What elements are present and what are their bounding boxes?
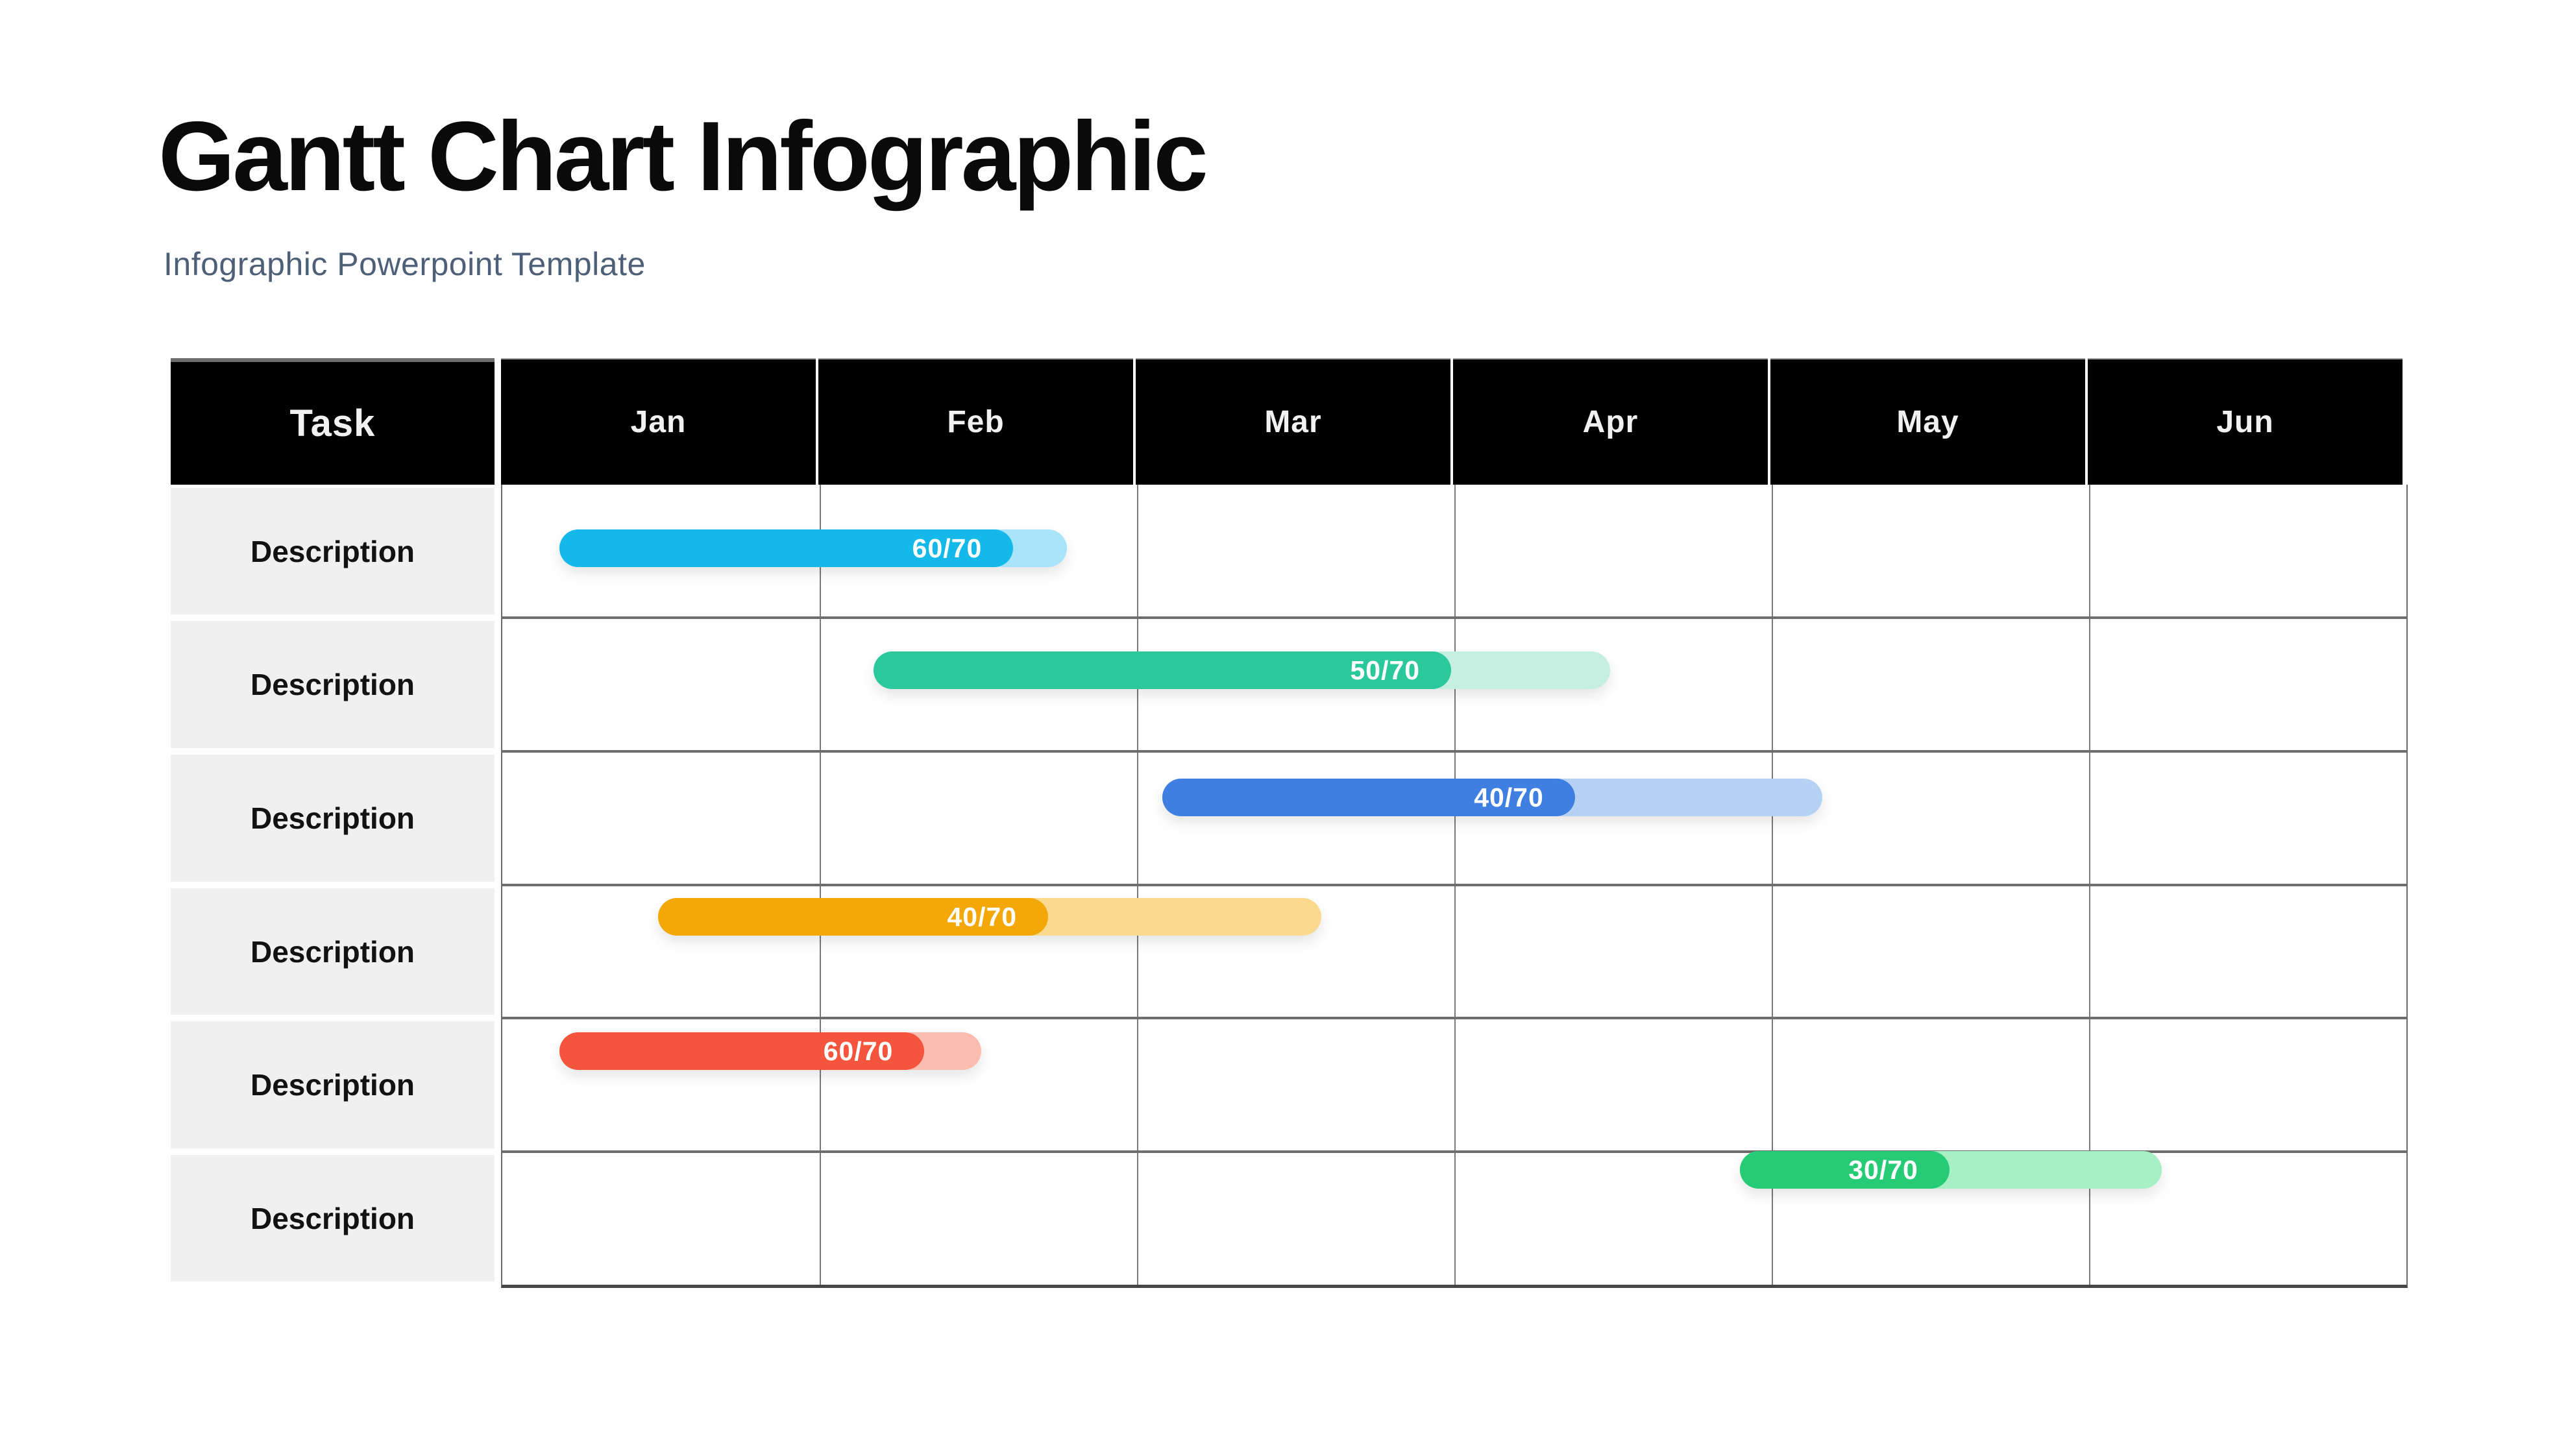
gantt-bar-label: 60/70 [912,533,983,563]
page-subtitle: Infographic Powerpoint Template [164,246,646,282]
gantt-bar-track: 40/70 [1162,779,1823,816]
row-separator-line [502,884,2406,886]
gantt-table: Task Jan Feb Mar Apr May Jun Description Descr… [171,358,2408,1288]
gantt-bar-progress: 60/70 [559,529,1014,567]
task-label-cell: Description [171,755,495,882]
gantt-bar-progress: 60/70 [559,1032,925,1070]
month-header-may: May [1770,358,2085,485]
gantt-bar-label: 30/70 [1848,1155,1918,1185]
gantt-bar-track: 30/70 [1740,1151,2162,1189]
month-header-jan: Jan [501,358,816,485]
gantt-bar-label: 40/70 [1474,783,1544,812]
gantt-bar-label: 50/70 [1350,655,1421,685]
task-label-cell: Description [171,888,495,1015]
gantt-bar-label: 40/70 [947,902,1018,932]
gantt-bar-track: 60/70 [559,1032,982,1070]
gantt-bar-progress: 40/70 [1162,779,1575,816]
task-column: Description Description Description Descrip… [171,485,495,1285]
row-separator-line [502,1150,2406,1153]
gantt-bar-progress: 50/70 [874,651,1452,689]
month-header-mar: Mar [1136,358,1450,485]
gantt-bar-progress: 40/70 [657,898,1049,936]
month-header-feb: Feb [818,358,1133,485]
row-separator-line [502,616,2406,619]
page-title: Gantt Chart Infographic [158,101,1208,212]
row-separator-line [502,750,2406,753]
task-label-cell: Description [171,621,495,748]
row-separator-line [502,1017,2406,1019]
gantt-bar-track: 50/70 [874,651,1610,689]
task-label-cell: Description [171,1021,495,1148]
month-header-jun: Jun [2088,358,2403,485]
gantt-bar-progress: 30/70 [1740,1151,1950,1189]
month-header-apr: Apr [1453,358,1768,485]
gantt-bar-track: 60/70 [559,529,1068,567]
task-label-cell: Description [171,1155,495,1281]
task-label-cell: Description [171,488,495,614]
task-column-header: Task [171,358,495,485]
gantt-bar-label: 60/70 [823,1036,894,1066]
gantt-grid: 60/70 50/70 40/70 40/70 60/70 30/70 [501,485,2408,1288]
gantt-bar-track: 40/70 [657,898,1321,936]
